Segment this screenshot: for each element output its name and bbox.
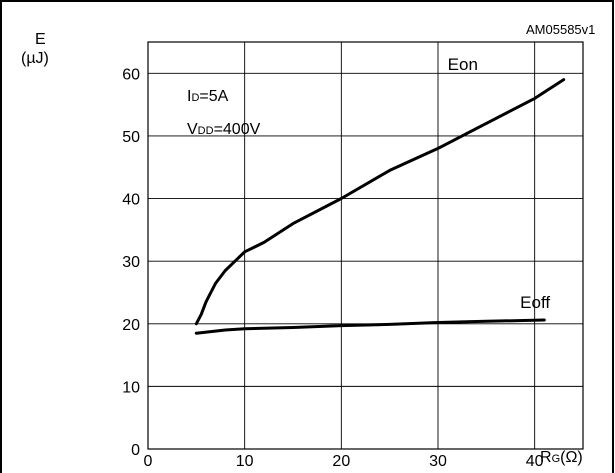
condition-vdd-value: =400V [213, 121, 261, 138]
y-axis-unit: (µJ) [21, 50, 49, 67]
series-line-eon [194, 78, 566, 326]
x-axis-label-base: R [540, 449, 552, 466]
plot-area-border [147, 41, 584, 450]
y-tick-label: 0 [131, 442, 140, 459]
condition-vdd: VDD=400V [187, 121, 260, 139]
condition-vdd-sub: DD [197, 125, 214, 137]
condition-id-value: =5A [199, 88, 229, 105]
y-tick-label: 30 [122, 254, 140, 271]
figure-id: AM05585v1 [526, 22, 596, 37]
condition-id: ID=5A [187, 88, 228, 106]
x-axis-label-sub: G [551, 453, 561, 465]
series-label-eoff: Eoff [520, 293, 550, 312]
x-axis-label-unit: (Ω) [560, 449, 583, 466]
x-tick-label: 40 [526, 453, 544, 470]
series-label-eon: Eon [448, 55, 478, 74]
y-tick-label: 40 [122, 192, 140, 209]
x-axis-label: RG(Ω) [540, 449, 583, 467]
y-tick-label: 60 [122, 66, 140, 83]
y-tick-label: 10 [122, 379, 140, 396]
y-tick-label: 20 [122, 317, 140, 334]
series-line-eoff [194, 318, 546, 335]
x-tick-label: 0 [144, 453, 153, 470]
y-axis-label: E [35, 31, 46, 48]
x-tick-label: 10 [236, 453, 254, 470]
condition-vdd-base: V [187, 121, 198, 138]
x-tick-label: 20 [332, 453, 350, 470]
y-tick-label: 50 [122, 129, 140, 146]
x-tick-label: 30 [429, 453, 447, 470]
condition-id-sub: D [191, 92, 200, 104]
condition-id-base: I [187, 88, 192, 105]
